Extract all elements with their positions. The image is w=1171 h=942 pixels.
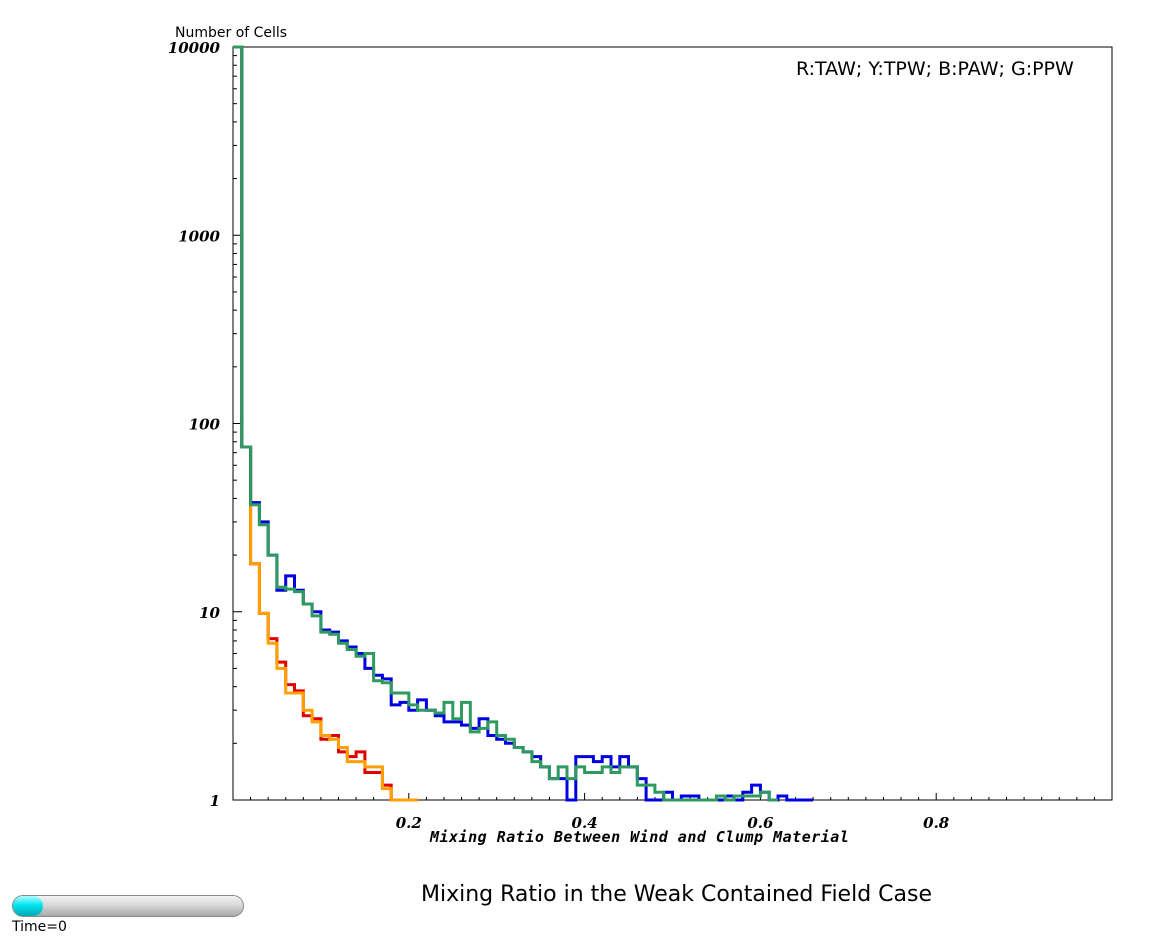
y-tick-label: 1 <box>210 792 220 810</box>
y-axis-title: Number of Cells <box>175 25 288 41</box>
time-slider-knob[interactable] <box>13 896 43 916</box>
series-layer <box>233 45 814 802</box>
y-tick-label: 10 <box>199 604 220 622</box>
y-tick-label: 10000 <box>168 39 221 57</box>
legend-note: R:TAW; Y:TPW; B:PAW; G:PPW <box>796 58 1074 80</box>
axes-layer: 0.2 0.4 0.6 0.8 1 10 100 1000 10000 <box>168 39 1113 832</box>
x-tick-label: 0.2 <box>396 814 422 832</box>
series-Y-line <box>233 45 418 802</box>
x-tick-label: 0.4 <box>572 814 598 832</box>
time-label: Time=0 <box>12 919 67 935</box>
plot-caption: Mixing Ratio in the Weak Contained Field… <box>421 882 932 907</box>
series-B-line <box>233 45 814 802</box>
x-axis-title: Mixing Ratio Between Wind and Clump Mate… <box>430 828 850 846</box>
series-G-line <box>233 45 778 802</box>
y-tick-label: 100 <box>189 416 221 434</box>
x-tick-label: 0.8 <box>923 814 950 832</box>
plot-frame <box>232 46 1113 801</box>
x-tick-label: 0.6 <box>747 814 774 832</box>
time-slider[interactable] <box>12 895 244 917</box>
y-tick-label: 1000 <box>178 227 220 245</box>
